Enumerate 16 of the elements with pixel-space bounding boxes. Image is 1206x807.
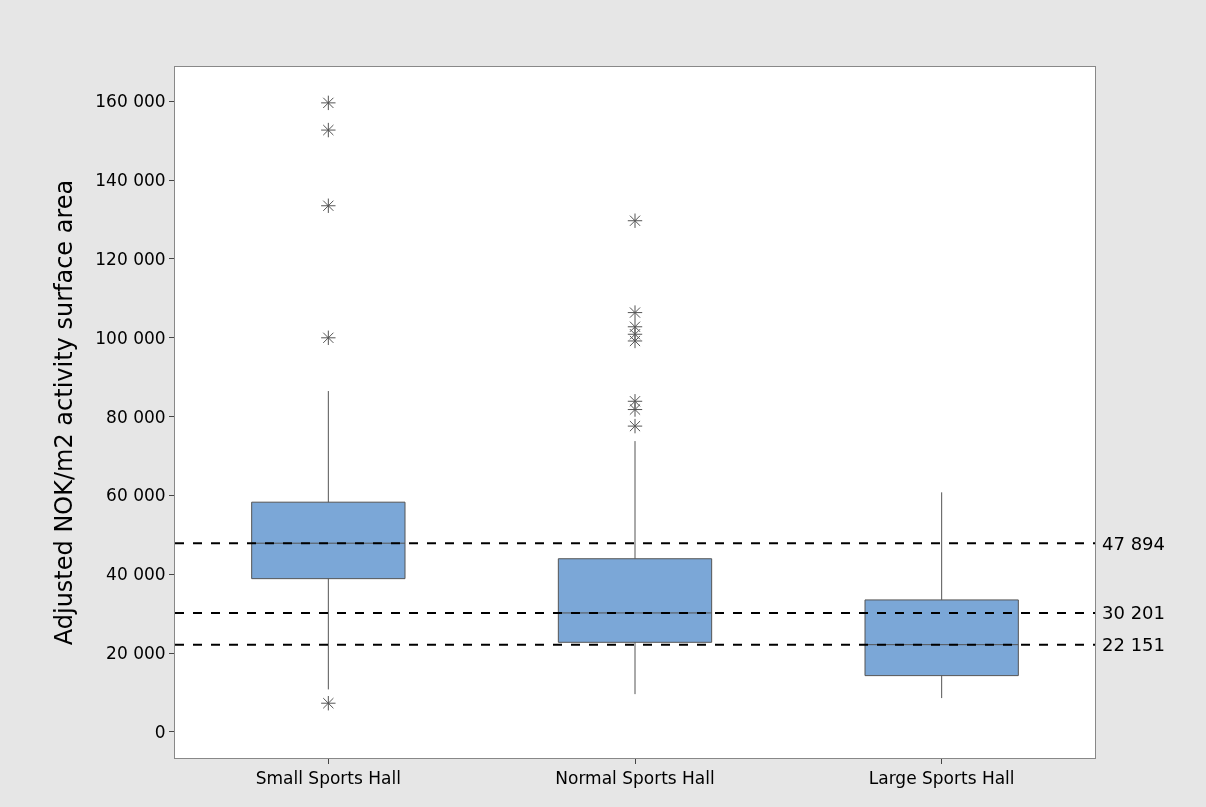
y-tick-label: 140 000	[95, 170, 166, 191]
x-tick-label: Normal Sports Hall	[555, 768, 715, 789]
y-tick-label: 40 000	[106, 564, 166, 585]
y-tick-label: 120 000	[95, 248, 166, 269]
y-axis-title: Adjusted NOK/m2 activity surface area	[50, 179, 79, 646]
y-tick-label: 100 000	[95, 327, 166, 348]
ref-line-label: 30 201	[1102, 602, 1165, 623]
x-tick-label: Small Sports Hall	[255, 768, 401, 789]
ref-line-label: 22 151	[1102, 634, 1165, 655]
y-tick-label: 0	[154, 721, 166, 742]
y-tick-label: 20 000	[106, 643, 166, 664]
y-tick-label: 80 000	[106, 406, 166, 427]
x-tick-label: Large Sports Hall	[868, 768, 1015, 789]
y-tick-label: 160 000	[95, 91, 166, 112]
ref-line-label: 47 894	[1102, 533, 1165, 554]
y-tick-label: 60 000	[106, 485, 166, 506]
